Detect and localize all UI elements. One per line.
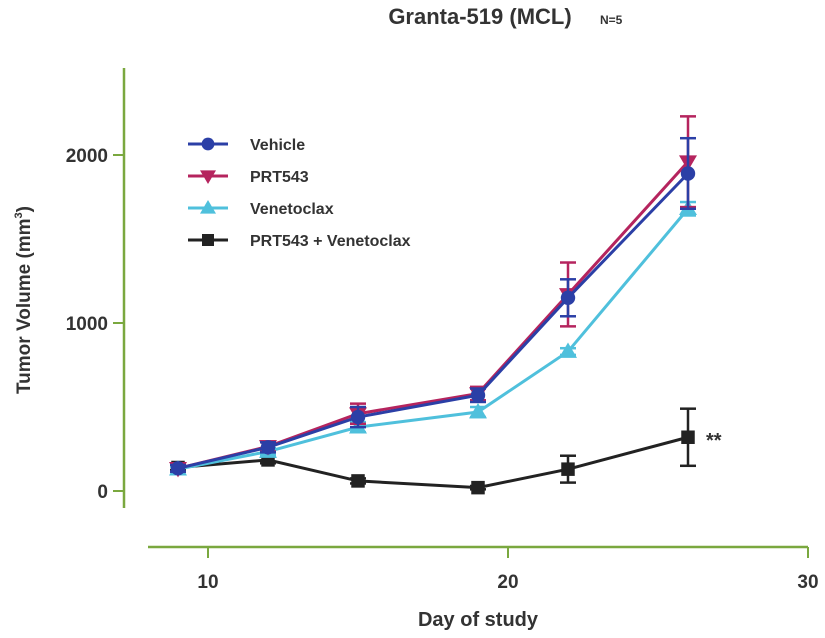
series-layer [169, 115, 697, 495]
data-point [470, 388, 486, 403]
data-point [559, 342, 577, 358]
legend: Vehicle PRT543 Venetoclax PRT543 + Venetocl… [188, 137, 411, 250]
significance-annotation: ** [706, 430, 722, 452]
data-point [681, 430, 695, 444]
y-axis-label-close: ) [14, 206, 35, 212]
series-vehicle [170, 136, 696, 476]
series-line [177, 172, 690, 470]
x-tick-label: 20 [497, 572, 518, 593]
legend-marker-icon [201, 137, 215, 151]
data-point [469, 403, 487, 419]
chart-subtitle: N=5 [600, 13, 623, 27]
data-point [350, 409, 366, 425]
data-point [351, 474, 365, 488]
legend-item: PRT543 [188, 169, 309, 186]
y-tick-label: 2000 [66, 146, 108, 167]
chart-title: Granta-519 (MCL) [388, 4, 571, 29]
legend-marker-icon [200, 170, 216, 184]
x-tick-label: 10 [197, 572, 218, 593]
legend-label: PRT543 + Venetoclax [250, 233, 411, 250]
legend-item: Vehicle [188, 137, 305, 154]
y-tick-label: 1000 [66, 314, 108, 335]
x-axis: 10 20 30 [148, 545, 819, 593]
y-tick-label: 0 [97, 482, 108, 503]
x-axis-label: Day of study [418, 609, 539, 631]
annotation-layer: ** [706, 430, 722, 452]
data-point [170, 461, 186, 476]
y-axis-label-superscript: 3 [13, 212, 25, 218]
legend-marker-icon [202, 234, 214, 246]
legend-item: Venetoclax [188, 200, 334, 218]
legend-label: Vehicle [250, 137, 305, 154]
data-point [471, 480, 485, 495]
series-line [177, 207, 690, 471]
legend-label: PRT543 [250, 169, 309, 186]
data-point [561, 462, 575, 476]
y-axis-label: Tumor Volume (mm3) [13, 206, 35, 394]
legend-label: Venetoclax [250, 201, 334, 218]
series-prt543 [169, 115, 697, 478]
legend-item: PRT543 + Venetoclax [188, 233, 411, 250]
data-point [560, 290, 576, 305]
legend-marker-icon [200, 200, 216, 214]
x-tick-label: 30 [797, 572, 818, 593]
data-point [680, 166, 696, 181]
y-axis-label-text: Tumor Volume (mm [14, 218, 35, 394]
series-line [177, 435, 689, 490]
data-point [260, 440, 276, 455]
y-axis: 0 1000 2000 [66, 68, 126, 508]
